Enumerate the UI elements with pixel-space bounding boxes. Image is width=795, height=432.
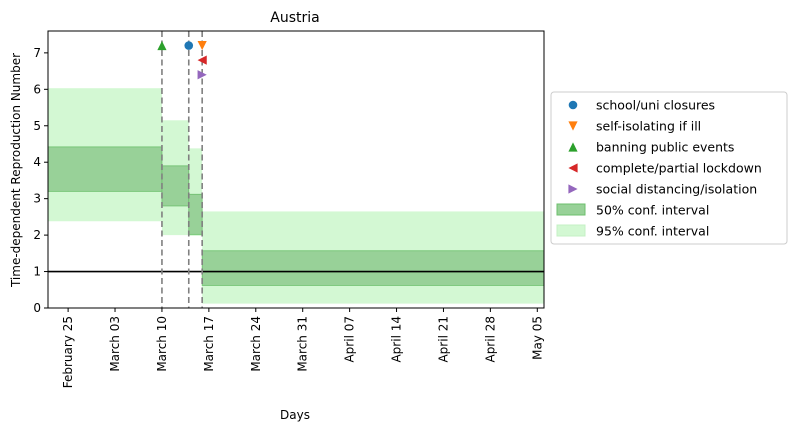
ci50-band [201,250,545,286]
plot-area: 0 1 2 3 4 5 6 7 February 25 March 03 March 10 March… [33,30,545,388]
chart-title: Austria [270,10,319,26]
legend-marker [568,184,578,194]
legend-swatch [556,224,586,237]
axes-frame [47,30,545,309]
legend-marker [568,163,578,173]
legend-label: banning public events [596,140,734,155]
x-axis-label: Days [280,408,310,422]
legend-label: complete/partial lockdown [596,161,762,176]
y-axis-label: Time-dependent Reproduction Number [9,53,23,288]
legend: school/uni closures self-isolating if ill… [550,91,788,245]
ci50-band [188,193,203,235]
legend-marker [568,100,578,110]
x-tick-label: April 14 [390,316,404,363]
y-tick-label: 3 [33,192,41,206]
x-tick-label: March 24 [249,316,263,372]
legend-label: 50% conf. interval [596,203,709,218]
y-tick-label: 6 [33,82,41,96]
legend-label: 95% conf. interval [596,224,709,239]
x-tick-label: March 03 [108,316,122,372]
y-tick-label: 4 [33,155,41,169]
legend-swatch [556,203,586,216]
intervention-marker [157,40,167,51]
x-tick-label: May 05 [530,316,544,360]
x-tick-label: March 10 [155,316,169,372]
legend-label: self-isolating if ill [596,119,701,134]
y-tick-label: 7 [33,46,41,60]
y-tick-label: 5 [33,119,41,133]
intervention-marker [197,70,207,80]
x-tick-label: April 28 [483,316,497,363]
legend-marker [568,142,578,152]
x-tick-label: March 31 [296,316,310,372]
legend-box [550,91,788,245]
intervention-marker [197,40,207,51]
legend-label: social distancing/isolation [596,182,757,197]
y-tick-label: 2 [33,228,41,242]
x-tick-label: April 07 [343,316,357,363]
y-tick-label: 1 [33,265,41,279]
ci50-band [161,165,190,207]
x-tick-label: February 25 [61,316,75,388]
intervention-marker [197,55,207,65]
x-tick-label: April 21 [436,316,450,363]
ci50-band [47,146,163,192]
legend-label: school/uni closures [596,98,715,113]
y-tick-label: 0 [33,301,41,315]
x-tick-label: March 17 [202,316,216,372]
intervention-marker [184,41,194,50]
legend-marker [568,121,578,131]
